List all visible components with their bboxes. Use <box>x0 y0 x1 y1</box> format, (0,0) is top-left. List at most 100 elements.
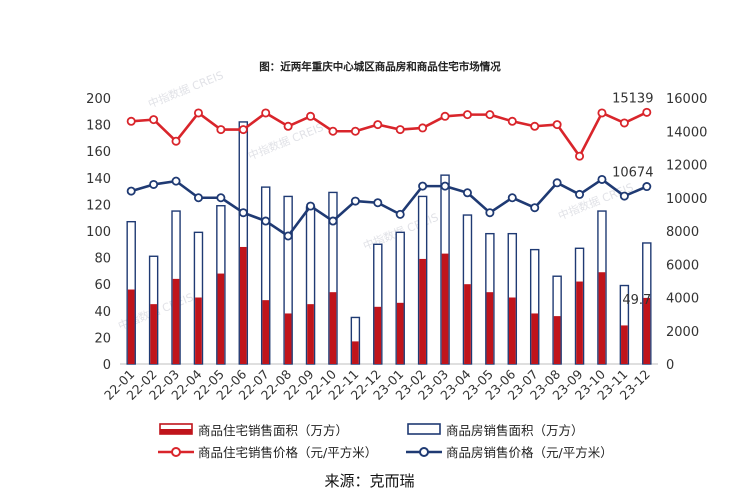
point-22-05-residential-price <box>216 125 226 135</box>
data-label: 10674 <box>612 166 653 181</box>
right-tick-label: 14000 <box>666 125 707 140</box>
legend-marker <box>171 447 181 457</box>
point-23-10-residential-price <box>597 108 607 118</box>
legend-swatch <box>407 423 441 435</box>
bar-23-09-residential-area <box>576 281 583 364</box>
bar-23-04-residential-area <box>464 284 471 364</box>
point-22-12-commercial-price <box>373 198 383 208</box>
bar-22-05-residential-area <box>217 273 225 364</box>
legend: 商品住宅销售面积（万方） 商品房销售面积（万方） 商品住宅销售价格（元/平方米） 商品… <box>158 423 613 460</box>
source-note: 来源：克而瑞 <box>324 472 415 490</box>
point-22-09-residential-price <box>306 111 316 121</box>
point-23-11-commercial-price <box>619 191 629 201</box>
point-23-03-residential-price <box>440 111 450 121</box>
right-tick-label: 16000 <box>666 92 707 107</box>
bar-23-11-residential-area <box>621 325 628 364</box>
left-tick-label: 160 <box>86 145 111 160</box>
point-22-06-residential-price <box>238 125 248 135</box>
point-23-01-commercial-price <box>395 209 405 219</box>
point-22-03-residential-price <box>171 136 181 146</box>
point-23-06-commercial-price <box>507 193 517 203</box>
point-22-04-commercial-price <box>193 193 203 203</box>
point-23-02-residential-price <box>418 123 428 133</box>
point-22-05-commercial-price <box>216 193 226 203</box>
bar-23-01-residential-area <box>396 302 404 364</box>
point-22-06-commercial-price <box>238 208 248 218</box>
left-y-axis: 0 20 40 60 80 100 120 140 160 180 200 <box>86 92 111 373</box>
point-23-07-residential-price <box>530 121 540 131</box>
data-label: 49.7 <box>622 293 651 308</box>
point-22-12-residential-price <box>373 120 383 130</box>
point-23-06-residential-price <box>507 116 517 126</box>
left-tick-label: 0 <box>103 358 111 373</box>
point-22-07-residential-price <box>261 108 271 118</box>
point-22-11-residential-price <box>350 126 360 136</box>
bar-22-09-residential-area <box>307 304 314 364</box>
left-tick-label: 180 <box>86 119 111 134</box>
right-tick-label: 10000 <box>666 192 707 207</box>
point-23-08-commercial-price <box>552 178 562 188</box>
bar-22-06-residential-area <box>239 246 247 364</box>
legend-marker <box>419 447 429 457</box>
point-22-02-commercial-price <box>149 179 159 189</box>
left-tick-label: 100 <box>86 225 111 240</box>
point-22-02-residential-price <box>149 115 159 125</box>
data-label: 15139 <box>612 91 653 106</box>
point-23-07-commercial-price <box>530 203 540 213</box>
point-23-08-residential-price <box>552 120 562 130</box>
bar-23-02-residential-area <box>419 258 426 364</box>
point-22-10-commercial-price <box>328 216 338 226</box>
point-23-10-commercial-price <box>597 174 607 184</box>
point-23-05-residential-price <box>485 110 495 120</box>
point-23-04-residential-price <box>462 110 472 120</box>
left-tick-label: 140 <box>86 172 111 187</box>
point-22-10-residential-price <box>328 126 338 136</box>
watermark-text: 中指数据 CREIS <box>146 68 225 111</box>
x-axis: 22-0122-0222-0322-0422-0522-0622-0722-08… <box>101 363 658 403</box>
right-tick-label: 2000 <box>666 325 699 340</box>
right-tick-label: 4000 <box>666 292 699 307</box>
left-tick-label: 60 <box>94 278 111 293</box>
point-23-05-commercial-price <box>485 208 495 218</box>
bar-22-03-residential-area <box>172 278 180 364</box>
point-22-04-residential-price <box>193 108 203 118</box>
point-23-12-residential-price <box>642 107 652 117</box>
point-22-08-residential-price <box>283 121 293 131</box>
left-tick-label: 120 <box>86 198 111 213</box>
line-layer <box>126 107 652 241</box>
watermark-text: 中指数据 CREIS <box>556 180 635 223</box>
legend-label: 商品住宅销售面积（万方） <box>198 423 348 438</box>
bar-23-08-residential-area <box>553 316 561 364</box>
left-tick-label: 200 <box>86 92 111 107</box>
bar-22-11-residential-area <box>352 341 359 364</box>
point-22-01-commercial-price <box>126 186 136 196</box>
point-22-08-commercial-price <box>283 231 293 241</box>
bar-22-07-residential-area <box>262 300 270 364</box>
bar-22-12-residential-area <box>374 306 382 364</box>
point-23-12-commercial-price <box>642 182 652 192</box>
right-tick-label: 8000 <box>666 225 699 240</box>
right-tick-label: 12000 <box>666 159 707 174</box>
legend-label: 商品住宅销售价格（元/平方米） <box>198 445 377 460</box>
bar-23-05-residential-area <box>486 292 494 364</box>
bar-22-02-residential-area <box>150 304 157 364</box>
point-22-01-residential-price <box>126 116 136 126</box>
chart-title: 图：近两年重庆中心城区商品房和商品住宅市场情况 <box>259 60 501 73</box>
right-y-axis: 0 2000 4000 6000 8000 10000 12000 14000 16000 <box>666 92 707 373</box>
point-23-02-commercial-price <box>418 181 428 191</box>
point-23-09-residential-price <box>575 151 585 161</box>
data-label-layer: 15139 10674 49.7 <box>612 91 653 308</box>
point-22-07-commercial-price <box>261 216 271 226</box>
bar-layer <box>126 121 652 365</box>
bar-23-03-residential-area <box>441 253 449 364</box>
point-23-11-residential-price <box>619 118 629 128</box>
left-tick-label: 40 <box>94 305 111 320</box>
left-tick-label: 20 <box>94 331 111 346</box>
legend-swatch-fill <box>160 429 192 434</box>
bar-23-10-residential-area <box>598 272 606 364</box>
point-23-01-residential-price <box>395 125 405 135</box>
bar-23-07-residential-area <box>531 313 539 364</box>
bar-22-08-residential-area <box>284 313 292 364</box>
legend-label: 商品房销售价格（元/平方米） <box>446 445 613 460</box>
